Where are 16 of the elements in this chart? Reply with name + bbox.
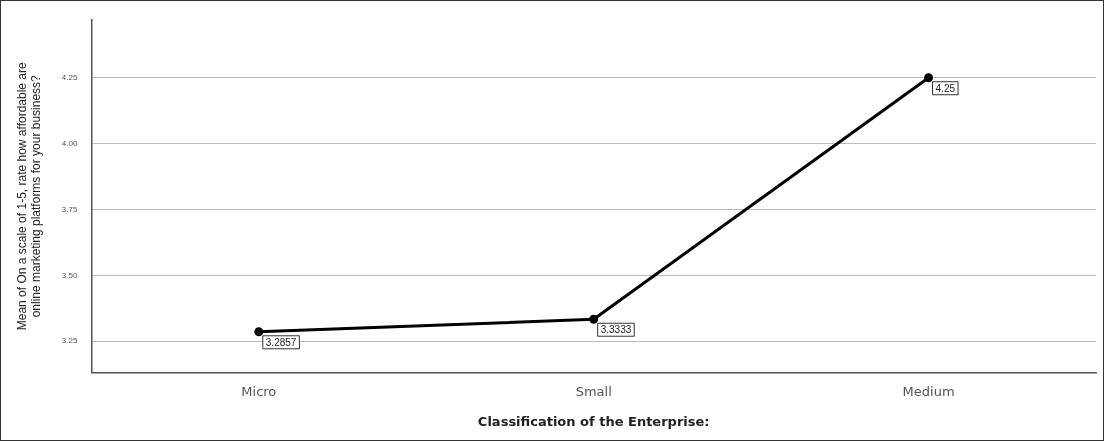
y-tick-label: 4.00 [61,138,78,148]
data-label: 3.2857 [265,336,297,348]
y-tick-label: 3.25 [61,336,78,346]
y-tick-label: 4.25 [61,72,78,82]
data-label: 3.3333 [600,323,632,335]
point [254,327,264,337]
y-axis-title: Mean of On a scale of 1-5, rate how affordable are online marketing platforms for your business? [14,62,43,331]
y-tick-label: 3.50 [61,270,78,280]
point [589,314,599,324]
x-tick-label: Medium [902,383,955,399]
x-axis-title: Classification of the Enterprise: [477,413,710,429]
point [924,73,934,83]
data-label: 4.25 [935,82,956,94]
x-tick-label: Small [575,383,612,399]
x-tick-label: Micro [241,383,277,399]
y-tick-label: 3.75 [61,204,78,214]
